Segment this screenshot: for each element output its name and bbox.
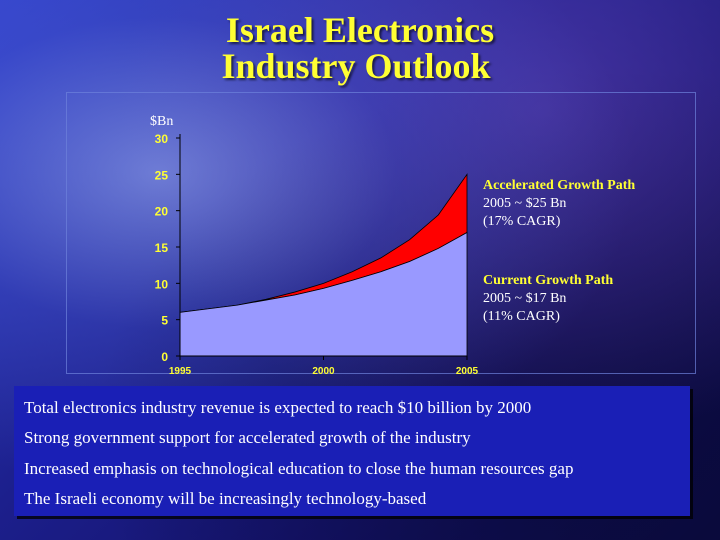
y-tick-label: 15 xyxy=(155,241,169,255)
accelerated-growth-head: Accelerated Growth Path xyxy=(483,178,636,193)
slide-title-line1: Israel Electronics xyxy=(225,10,495,50)
chart-panel xyxy=(66,92,696,374)
y-tick-label: 20 xyxy=(155,205,169,219)
x-tick-label: 1995 xyxy=(169,366,192,377)
current-growth-area xyxy=(179,231,468,357)
x-tick-label: 2005 xyxy=(456,366,479,377)
current-growth-head: Current Growth Path xyxy=(483,273,614,288)
current-growth-annotation: Current Growth Path 2005 ~ $17 Bn (11% C… xyxy=(483,272,613,326)
current-growth-cagr: (11% CAGR) xyxy=(483,309,560,324)
bullet-item: Increased emphasis on technological educ… xyxy=(24,459,574,478)
slide-title-line2: Industry Outlook xyxy=(221,46,491,86)
accelerated-growth-cagr: (17% CAGR) xyxy=(483,214,561,229)
accelerated-growth-value: 2005 ~ $25 Bn xyxy=(483,196,567,211)
bullet-item: Strong government support for accelerate… xyxy=(24,428,471,447)
y-tick-label: 0 xyxy=(161,350,168,364)
y-tick-label: 10 xyxy=(155,277,169,291)
y-tick-label: 5 xyxy=(161,314,168,328)
accelerated-growth-annotation: Accelerated Growth Path 2005 ~ $25 Bn (1… xyxy=(483,177,635,231)
bullet-item: Total electronics industry revenue is ex… xyxy=(24,398,532,417)
y-tick-label: 25 xyxy=(155,168,169,182)
bullet-item: The Israeli economy will be increasingly… xyxy=(24,489,427,508)
x-tick-label: 2000 xyxy=(312,366,335,377)
bullet-box: Total electronics industry revenue is ex… xyxy=(14,386,690,516)
y-tick-label: 30 xyxy=(155,132,169,146)
current-growth-value: 2005 ~ $17 Bn xyxy=(483,291,567,306)
chart-unit-label: $Bn xyxy=(150,114,174,129)
